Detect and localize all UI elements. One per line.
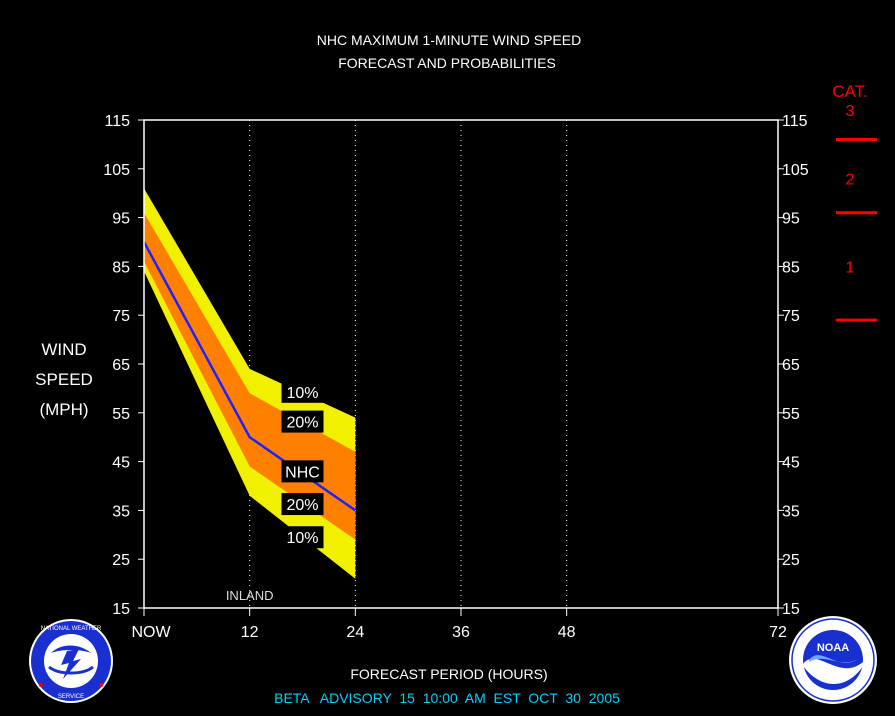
- y-axis-label-line-3: (MPH): [39, 400, 88, 419]
- noaa-logo-icon: NOAA: [789, 616, 877, 704]
- y-tick-label-right-105: 105: [782, 162, 809, 179]
- y-tick-label-right-75: 75: [782, 308, 800, 325]
- y-tick-label-right-115: 115: [782, 113, 808, 130]
- band-label-1: 20%: [286, 415, 318, 432]
- y-tick-label-left-25: 25: [112, 552, 130, 569]
- y-tick-label-right-85: 85: [782, 259, 800, 276]
- nhc-forecast-line: [142, 241, 357, 512]
- y-axis-label-line-2: SPEED: [35, 370, 93, 389]
- y-tick-label-right-15: 15: [782, 601, 800, 618]
- advisory-footer: BETA ADVISORY 15 10:00 AM EST OCT 30 200…: [274, 690, 620, 706]
- svg-text:NOAA: NOAA: [817, 642, 849, 654]
- y-tick-label-right-45: 45: [782, 455, 800, 472]
- category-scale: CAT. 1 2 3: [832, 82, 877, 322]
- y-tick-label-left-65: 65: [112, 357, 130, 374]
- y-tick-label-left-105: 105: [103, 162, 130, 179]
- y-tick-label-right-35: 35: [782, 503, 800, 520]
- svg-text:SERVICE: SERVICE: [58, 694, 84, 700]
- y-axis-label-line-1: WIND: [41, 340, 86, 359]
- x-tick-label-24: 24: [346, 624, 364, 641]
- band-label-bg-4: [281, 526, 324, 549]
- x-tick-label-12: 12: [241, 624, 259, 641]
- category-label-1: 1: [846, 259, 855, 276]
- y-tick-label-left-35: 35: [112, 503, 130, 520]
- y-tick-label-left-45: 45: [112, 455, 130, 472]
- y-tick-label-left-95: 95: [112, 211, 130, 228]
- category-label-3: 3: [846, 103, 855, 120]
- y-tick-label-left-115: 115: [104, 113, 130, 130]
- nws-logo-icon: NATIONAL WEATHER SERVICE: [29, 619, 113, 703]
- band-label-bg-1: [281, 410, 324, 433]
- y-tick-label-right-95: 95: [782, 211, 800, 228]
- x-tick-label-0: NOW: [131, 624, 171, 641]
- band-label-bg-0: [281, 380, 324, 403]
- y-tick-label-right-55: 55: [782, 406, 800, 423]
- x-axis-label: FORECAST PERIOD (HOURS): [350, 666, 547, 682]
- y-tick-label-left-15: 15: [112, 601, 130, 618]
- y-tick-label-right-65: 65: [782, 357, 800, 374]
- chart-subtitle: FORECAST AND PROBABILITIES: [338, 55, 556, 71]
- x-tick-label-36: 36: [452, 624, 470, 641]
- chart-title: NHC MAXIMUM 1-MINUTE WIND SPEED: [317, 32, 581, 48]
- y-tick-label-left-75: 75: [112, 308, 130, 325]
- svg-text:NATIONAL WEATHER: NATIONAL WEATHER: [41, 626, 102, 632]
- inland-annotation: INLAND: [226, 588, 274, 603]
- band-label-2: NHC: [285, 464, 320, 481]
- band-20-percent: [144, 212, 356, 540]
- category-title: CAT.: [832, 82, 868, 101]
- band-label-3: 20%: [286, 497, 318, 514]
- band-label-bg-2: [281, 460, 324, 483]
- x-tick-label-48: 48: [558, 624, 576, 641]
- x-tick-label-72: 72: [769, 624, 787, 641]
- category-label-2: 2: [846, 172, 855, 189]
- axis-ticks: 15 15 25 25 35 35 45 45 55 55 65 65 75 75 85 85 95 95 105 1…: [103, 113, 809, 641]
- y-tick-label-left-55: 55: [112, 406, 130, 423]
- band-label-bg-3: [281, 493, 324, 516]
- y-tick-label-right-25: 25: [782, 552, 800, 569]
- band-labels: 10% 20% NHC 20% 10% INLAND: [226, 380, 324, 603]
- band-label-4: 10%: [286, 530, 318, 547]
- y-tick-label-left-85: 85: [112, 259, 130, 276]
- band-label-0: 10%: [286, 385, 318, 402]
